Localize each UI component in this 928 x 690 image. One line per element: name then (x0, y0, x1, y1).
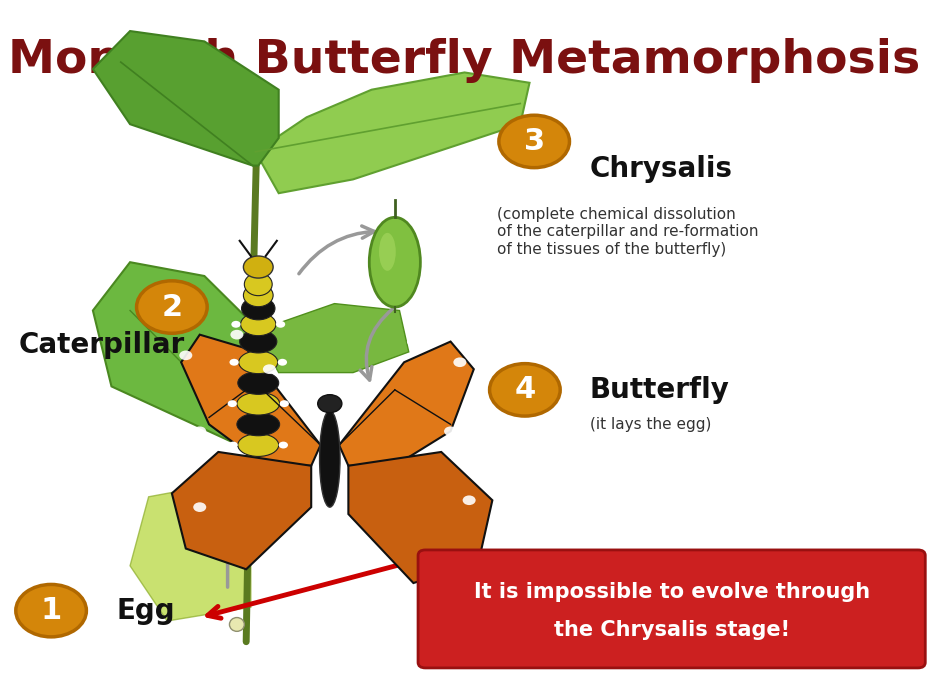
Circle shape (278, 442, 288, 448)
Circle shape (179, 351, 192, 360)
Circle shape (228, 442, 238, 448)
Ellipse shape (229, 618, 244, 631)
Polygon shape (255, 304, 408, 373)
Text: 1: 1 (41, 596, 61, 625)
Ellipse shape (368, 217, 419, 307)
Circle shape (231, 321, 240, 328)
Ellipse shape (237, 392, 279, 415)
Polygon shape (93, 31, 278, 166)
Circle shape (193, 502, 206, 512)
Circle shape (227, 400, 237, 407)
Ellipse shape (238, 371, 278, 394)
Ellipse shape (238, 351, 277, 374)
Circle shape (444, 426, 457, 436)
Circle shape (279, 400, 289, 407)
Polygon shape (93, 262, 260, 448)
Ellipse shape (237, 413, 279, 436)
Text: Monarch Butterfly Metamorphosis: Monarch Butterfly Metamorphosis (8, 38, 920, 83)
Circle shape (276, 321, 285, 328)
Circle shape (263, 364, 276, 374)
Circle shape (489, 364, 560, 416)
Text: (it lays the egg): (it lays the egg) (589, 417, 711, 433)
Polygon shape (255, 72, 529, 193)
Ellipse shape (241, 297, 275, 319)
Ellipse shape (240, 313, 276, 335)
Ellipse shape (244, 273, 272, 295)
FancyBboxPatch shape (418, 550, 924, 668)
Circle shape (317, 395, 342, 413)
Polygon shape (181, 335, 320, 466)
Ellipse shape (243, 284, 273, 306)
Circle shape (16, 584, 86, 637)
Text: 3: 3 (523, 127, 544, 156)
Text: Egg: Egg (116, 597, 174, 624)
Polygon shape (339, 342, 473, 466)
Text: (complete chemical dissolution
of the caterpillar and re-formation
of the tissue: (complete chemical dissolution of the ca… (496, 207, 757, 257)
Circle shape (136, 281, 207, 333)
Ellipse shape (379, 233, 395, 271)
Circle shape (462, 495, 475, 505)
Ellipse shape (243, 256, 273, 278)
Circle shape (406, 337, 419, 346)
Circle shape (193, 426, 206, 436)
Circle shape (453, 357, 466, 367)
Polygon shape (172, 452, 311, 569)
Ellipse shape (319, 411, 340, 507)
Ellipse shape (239, 331, 277, 353)
Text: 4: 4 (514, 375, 535, 404)
Circle shape (277, 359, 287, 366)
Circle shape (230, 330, 243, 339)
Polygon shape (130, 483, 251, 621)
Circle shape (229, 359, 238, 366)
Text: Caterpillar: Caterpillar (19, 331, 185, 359)
Text: Chrysalis: Chrysalis (589, 155, 732, 184)
Text: the Chrysalis stage!: the Chrysalis stage! (553, 620, 789, 640)
Circle shape (498, 115, 569, 168)
Polygon shape (348, 452, 492, 583)
Text: It is impossible to evolve through: It is impossible to evolve through (473, 582, 869, 602)
Text: Butterfly: Butterfly (589, 376, 729, 404)
Ellipse shape (238, 434, 278, 457)
Text: 2: 2 (161, 293, 182, 322)
Circle shape (374, 371, 387, 381)
